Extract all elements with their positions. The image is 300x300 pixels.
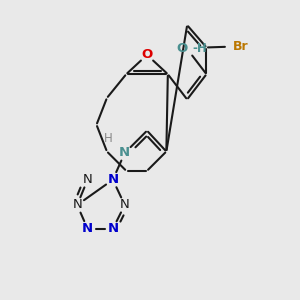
Text: N: N [83, 173, 92, 186]
Text: O: O [176, 42, 187, 56]
Text: N: N [107, 222, 118, 235]
Text: N: N [72, 199, 82, 212]
Text: N: N [119, 146, 130, 160]
Text: N: N [107, 173, 118, 186]
Text: N: N [120, 199, 130, 212]
Text: Br: Br [233, 40, 249, 53]
Text: N: N [82, 222, 93, 235]
Text: H: H [104, 132, 113, 145]
Text: -H: -H [192, 42, 207, 56]
Text: O: O [141, 48, 153, 62]
